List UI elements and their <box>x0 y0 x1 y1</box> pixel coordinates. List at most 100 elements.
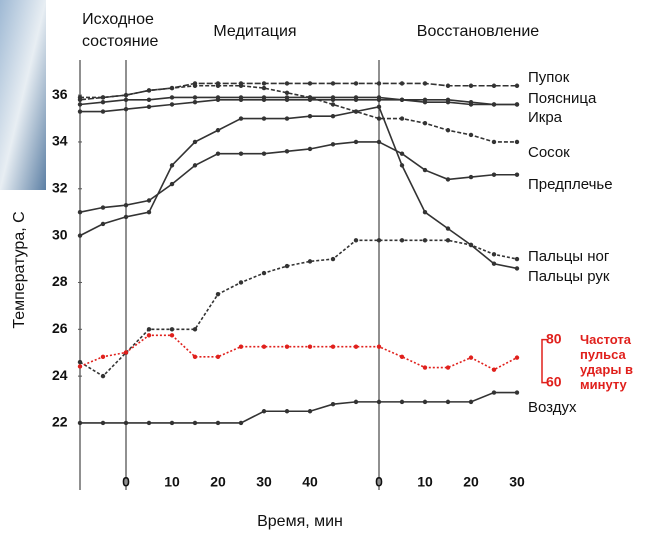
y-tick-label: 24 <box>52 367 68 383</box>
data-point <box>261 409 267 414</box>
data-point <box>169 95 175 100</box>
data-point <box>261 116 267 121</box>
data-point <box>192 354 198 359</box>
data-point <box>123 92 129 98</box>
data-point <box>330 114 336 119</box>
y-tick-label: 28 <box>52 273 68 289</box>
x-tick-label: 20 <box>463 474 479 490</box>
series-label: Сосок <box>528 144 570 161</box>
series-label: Пальцы ног <box>528 248 610 265</box>
data-point <box>215 83 221 88</box>
data-point <box>238 344 244 349</box>
data-point <box>491 172 497 177</box>
x-tick-label: 10 <box>164 474 180 490</box>
data-point <box>123 97 129 103</box>
data-point <box>123 106 129 112</box>
series-line <box>79 239 518 378</box>
data-point <box>468 83 474 88</box>
data-point <box>215 97 221 103</box>
data-point <box>445 226 451 231</box>
series-line <box>80 84 517 143</box>
data-point <box>491 367 497 372</box>
data-point <box>261 344 267 349</box>
data-point <box>422 121 428 126</box>
data-point <box>100 205 106 210</box>
data-point <box>238 97 244 103</box>
data-point <box>192 327 198 332</box>
data-point <box>100 373 106 379</box>
series-line <box>79 96 517 106</box>
data-point <box>468 132 474 138</box>
data-point <box>77 420 83 426</box>
data-point <box>215 291 221 297</box>
series-label: Пальцы рук <box>528 268 610 285</box>
data-point <box>307 409 313 414</box>
y-tick-label: 30 <box>52 226 68 242</box>
y2-bracket <box>541 338 547 384</box>
data-point <box>238 116 244 121</box>
y-tick-label: 32 <box>52 179 68 195</box>
data-point <box>169 181 175 187</box>
data-point <box>422 399 428 405</box>
data-point <box>330 344 336 349</box>
data-point <box>399 354 405 359</box>
x-tick-label: 20 <box>210 474 226 490</box>
data-point <box>422 238 428 243</box>
data-point <box>100 354 106 359</box>
data-point <box>399 151 405 156</box>
data-point <box>307 344 313 349</box>
series-label: Предплечье <box>528 176 613 193</box>
data-point <box>353 139 359 145</box>
data-point <box>514 172 520 177</box>
data-point <box>445 238 451 243</box>
data-point <box>514 355 520 360</box>
phase-label: Медитация <box>213 23 296 40</box>
data-point <box>215 151 221 156</box>
x-tick-label: 10 <box>417 474 433 490</box>
data-point <box>146 104 152 110</box>
data-point <box>307 114 313 119</box>
data-point <box>192 420 198 426</box>
data-point <box>238 83 244 88</box>
data-point <box>307 81 313 86</box>
series-label: Поясница <box>528 90 597 107</box>
series-line <box>80 391 517 424</box>
data-point <box>445 128 451 133</box>
data-point <box>445 83 451 88</box>
data-point <box>445 365 451 370</box>
data-point <box>238 280 244 285</box>
data-point <box>123 214 129 220</box>
data-point <box>376 139 382 145</box>
data-point <box>284 81 290 86</box>
data-point <box>77 359 83 365</box>
y-tick-label: 22 <box>52 414 68 430</box>
data-point <box>445 177 451 182</box>
data-point <box>399 97 405 103</box>
data-point <box>330 97 336 103</box>
data-point <box>422 365 428 370</box>
data-point <box>146 88 152 93</box>
data-point <box>215 354 221 359</box>
data-point <box>422 99 428 105</box>
data-point <box>100 420 106 426</box>
photo-fragment <box>0 0 46 190</box>
data-point <box>376 344 382 349</box>
data-point <box>77 109 83 114</box>
data-point <box>192 95 198 100</box>
data-point <box>146 420 152 426</box>
data-point <box>491 102 497 107</box>
data-point <box>284 409 290 414</box>
data-point <box>491 139 497 145</box>
data-point <box>284 90 290 95</box>
data-point <box>192 83 198 88</box>
data-point <box>353 81 359 86</box>
data-point <box>514 390 520 395</box>
data-point <box>514 83 520 88</box>
data-point <box>77 364 83 369</box>
data-point <box>491 83 497 88</box>
data-point <box>353 344 359 349</box>
x-tick-label: 0 <box>122 474 130 490</box>
data-point <box>284 116 290 121</box>
data-point <box>123 202 129 208</box>
